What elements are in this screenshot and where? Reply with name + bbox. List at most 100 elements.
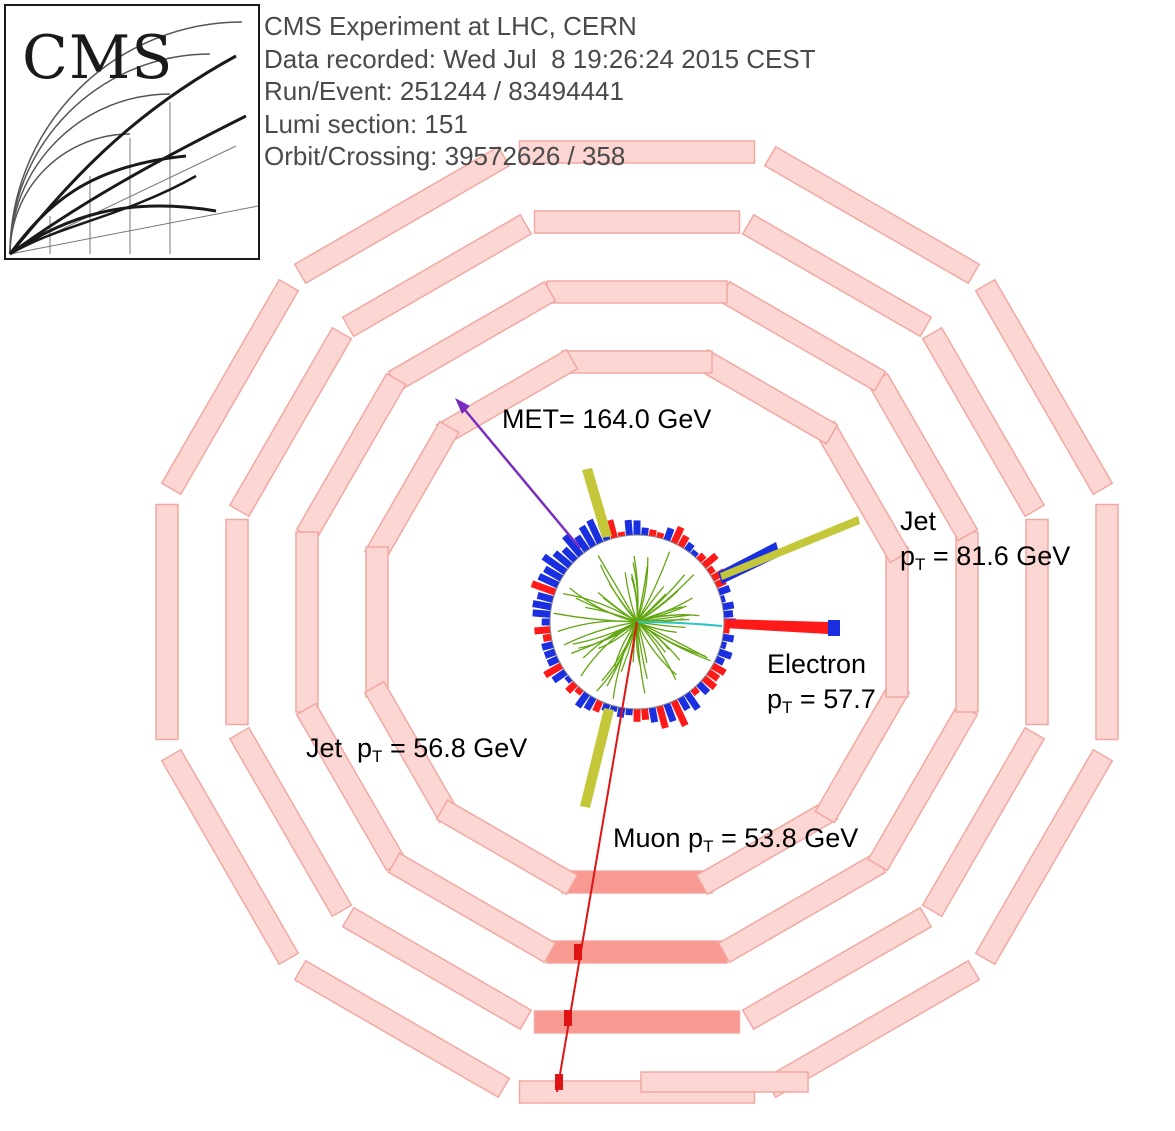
calorimeter-tower	[722, 601, 735, 611]
jet1-label-pt: pT = 81.6 GeV	[900, 543, 1070, 574]
muon-hit	[574, 944, 582, 960]
calorimeter-tower	[543, 565, 564, 582]
electron-label-sub: T	[782, 698, 793, 717]
calorimeter-tower	[720, 641, 728, 650]
muon-chamber	[1025, 518, 1049, 726]
calorimeter-tower	[677, 695, 691, 712]
muon-chamber	[533, 210, 741, 234]
physics-objects	[455, 398, 860, 1093]
muon-hit	[555, 1074, 563, 1090]
muon-chamber	[228, 326, 353, 518]
calorimeter-tower	[562, 533, 584, 558]
muon-chamber	[561, 350, 713, 374]
met-arrowhead	[455, 398, 470, 414]
muon-chamber	[921, 726, 1046, 918]
calorimeter-tower	[565, 681, 578, 694]
muon-chamber	[974, 748, 1114, 966]
calorimeter-tower	[714, 655, 726, 666]
track	[636, 621, 646, 694]
calorimeter-tower	[701, 552, 719, 569]
calorimeter-tower	[551, 669, 568, 684]
electron-label-title: Electron	[767, 649, 867, 679]
muon-chamber	[435, 799, 579, 896]
muon-chamber	[295, 531, 319, 713]
calorimeter-tower	[530, 580, 557, 596]
electron-label: Electron pT = 57.7	[767, 649, 876, 717]
event-info-lumi: Lumi section: 151	[264, 108, 468, 139]
calorimeter-tower	[696, 552, 707, 563]
muon-chamber	[293, 145, 511, 285]
calorimeter-tower	[717, 648, 733, 660]
jet1-label-sub: T	[915, 555, 926, 574]
calorimeter-tower	[586, 518, 604, 545]
track	[597, 555, 638, 623]
muon-chamber	[160, 748, 300, 966]
electron-track	[636, 621, 723, 627]
event-info: CMS Experiment at LHC, CERN Data recorde…	[264, 10, 816, 173]
track	[612, 621, 638, 699]
muon-chamber	[155, 503, 179, 741]
calorimeter-tower	[541, 553, 568, 575]
muon-label-prefix: Muon p	[613, 823, 704, 853]
calorimeter-tower	[552, 550, 573, 569]
muon-chamber	[695, 348, 839, 445]
muon-chamber	[365, 546, 389, 698]
track	[636, 621, 711, 662]
jet2-label-value: = 56.8 GeV	[382, 733, 528, 763]
muon-chamber	[814, 420, 911, 564]
track	[636, 593, 667, 623]
calorimeter-tower	[722, 633, 735, 643]
calorimeter-tower	[541, 641, 554, 651]
calorimeter-tower	[690, 549, 699, 558]
calorimeter-tower	[723, 626, 730, 634]
calorimeter-tower	[536, 592, 554, 603]
muon-chamber	[518, 140, 756, 164]
track	[636, 586, 665, 623]
jet1-label-title: Jet	[900, 506, 937, 536]
electron-label-value: = 57.7	[792, 684, 876, 714]
calorimeter-tower	[720, 595, 726, 603]
calorimeter-tower	[677, 534, 690, 549]
calorimeter-tower	[701, 675, 718, 691]
calorimeter-tower	[532, 600, 552, 611]
met-label: MET= 164.0 GeV	[502, 406, 711, 433]
calorimeter-tower	[656, 705, 669, 729]
muon-chamber	[741, 213, 933, 338]
calorimeter-tower	[717, 585, 731, 596]
muon-chamber	[533, 1010, 741, 1034]
track	[563, 621, 638, 646]
calorimeter-tower	[663, 702, 677, 723]
muon-chamber	[293, 959, 511, 1099]
calorimeter-tower	[564, 675, 573, 684]
calorimeter-tower	[625, 708, 633, 716]
track	[562, 592, 638, 623]
muon-chamber	[225, 518, 249, 726]
event-info-experiment: CMS Experiment at LHC, CERN	[264, 11, 637, 41]
calorimeter-tower	[656, 531, 665, 539]
track	[599, 564, 638, 623]
calorimeter-tower	[561, 546, 578, 563]
muon-chamber	[341, 906, 533, 1031]
muon-chambers	[155, 140, 1119, 1104]
calorimeter-tower	[574, 686, 584, 696]
electron-label-pt: pT = 57.7	[767, 684, 876, 717]
calorimeter-tower	[706, 565, 716, 575]
track	[580, 621, 638, 677]
muon-chamber	[160, 278, 300, 496]
muon-chamber	[763, 145, 981, 285]
electron-label-p: p	[767, 684, 783, 714]
track	[636, 614, 700, 623]
jet2-cone	[580, 708, 614, 808]
muon-chamber	[921, 326, 1046, 518]
muon-chamber	[228, 726, 353, 918]
calorimeter-tower	[543, 662, 564, 679]
calorimeter-tower	[534, 626, 551, 635]
calorimeter-tower	[648, 529, 657, 537]
muon-chamber	[363, 420, 460, 564]
jet1-label: Jet pT = 81.6 GeV	[900, 506, 1070, 574]
track	[636, 573, 695, 623]
calorimeter-tower	[670, 525, 685, 545]
jet2-label-prefix: Jet p	[306, 733, 373, 763]
electron-ecal-deposit	[724, 619, 828, 634]
